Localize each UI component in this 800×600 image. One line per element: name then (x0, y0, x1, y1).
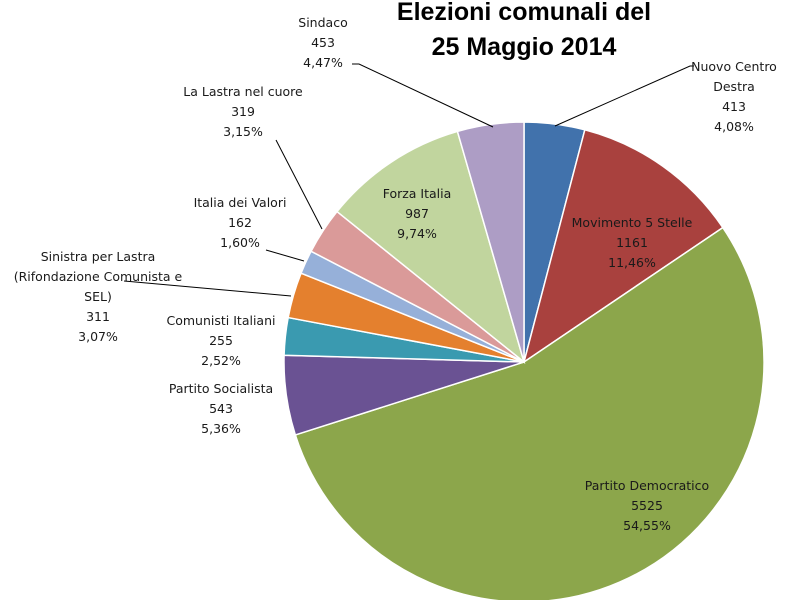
data-label-la-lastra-nel-cuore-percent: 3,15% (223, 124, 263, 139)
data-label-movimento-5-stelle: Movimento 5 Stelle 1161 11,46% (572, 215, 693, 270)
leader-lines-layer (123, 63, 694, 297)
data-label-sindaco-percent: 4,47% (303, 55, 343, 70)
pie-slice-movimento-5-stelle (522, 128, 724, 364)
chart-title-line-1: Elezioni comunali del (397, 0, 651, 26)
chart-title-line-2: 25 Maggio 2014 (432, 33, 617, 61)
data-label-comunisti-italiani: Comunisti Italiani 255 2,52% (167, 313, 276, 368)
data-label-sindaco-name-0: Sindaco (298, 15, 347, 30)
data-label-comunisti-italiani-name-0: Comunisti Italiani (167, 313, 276, 328)
data-label-sinistra-per-lastra: Sinistra per Lastra (Rifondazione Comunis… (14, 249, 183, 344)
data-label-nuovo-centro-destra-name-1: Destra (713, 79, 755, 94)
data-label-nuovo-centro-destra-value: 413 (722, 99, 746, 114)
data-label-forza-italia-name-0: Forza Italia (383, 186, 452, 201)
data-label-forza-italia-percent: 9,74% (397, 226, 437, 241)
labels-layer: Nuovo Centro Destra 413 4,08% Movimento 5 St… (14, 15, 777, 533)
data-label-sinistra-per-lastra-name-0: Sinistra per Lastra (41, 249, 156, 264)
data-label-partito-democratico-value: 5525 (631, 498, 663, 513)
leader-line-nuovo-centro-destra (554, 65, 694, 127)
data-label-partito-democratico-percent: 54,55% (623, 518, 671, 533)
data-label-forza-italia-value: 987 (405, 206, 429, 221)
leader-line-italia-dei-valori (265, 249, 305, 262)
data-label-partito-democratico-name-0: Partito Democratico (585, 478, 709, 493)
data-label-sinistra-per-lastra-percent: 3,07% (78, 329, 118, 344)
data-label-nuovo-centro-destra: Nuovo Centro Destra 413 4,08% (691, 59, 777, 134)
leader-line-sindaco (352, 63, 494, 128)
data-label-sindaco: Sindaco 453 4,47% (298, 15, 347, 70)
data-label-nuovo-centro-destra-percent: 4,08% (714, 119, 754, 134)
data-label-sinistra-per-lastra-value: 311 (86, 309, 110, 324)
data-label-sinistra-per-lastra-name-2: SEL) (84, 289, 112, 304)
data-label-partito-democratico: Partito Democratico 5525 54,55% (585, 478, 709, 533)
data-label-italia-dei-valori-value: 162 (228, 215, 252, 230)
leader-line-la-lastra-nel-cuore (275, 139, 323, 230)
pie-slice-forza-italia (335, 130, 526, 365)
data-label-comunisti-italiani-percent: 2,52% (201, 353, 241, 368)
data-label-movimento-5-stelle-name-0: Movimento 5 Stelle (572, 215, 693, 230)
data-label-movimento-5-stelle-value: 1161 (616, 235, 648, 250)
data-label-italia-dei-valori-percent: 1,60% (220, 235, 260, 250)
data-label-italia-dei-valori: Italia dei Valori 162 1,60% (194, 195, 287, 250)
data-label-la-lastra-nel-cuore: La Lastra nel cuore 319 3,15% (183, 84, 303, 139)
chart-title: Elezioni comunali del 25 Maggio 2014 (397, 0, 651, 61)
data-label-partito-socialista-value: 543 (209, 401, 233, 416)
data-label-nuovo-centro-destra-name-0: Nuovo Centro (691, 59, 777, 74)
data-label-partito-socialista-percent: 5,36% (201, 421, 241, 436)
data-label-movimento-5-stelle-percent: 11,46% (608, 255, 656, 270)
data-label-partito-socialista: Partito Socialista 543 5,36% (169, 381, 273, 436)
pie-slice-sindaco (456, 121, 525, 363)
data-label-italia-dei-valori-name-0: Italia dei Valori (194, 195, 287, 210)
data-label-sindaco-value: 453 (311, 35, 335, 50)
data-label-forza-italia: Forza Italia 987 9,74% (383, 186, 452, 241)
data-label-sinistra-per-lastra-name-1: (Rifondazione Comunista e (14, 269, 183, 284)
data-label-la-lastra-nel-cuore-name-0: La Lastra nel cuore (183, 84, 303, 99)
data-label-partito-socialista-name-0: Partito Socialista (169, 381, 273, 396)
data-label-la-lastra-nel-cuore-value: 319 (231, 104, 255, 119)
leader-line-sinistra-per-lastra (123, 280, 292, 297)
data-label-comunisti-italiani-value: 255 (209, 333, 233, 348)
slices-layer (283, 121, 765, 600)
pie-slice-partito-democratico (294, 226, 765, 600)
